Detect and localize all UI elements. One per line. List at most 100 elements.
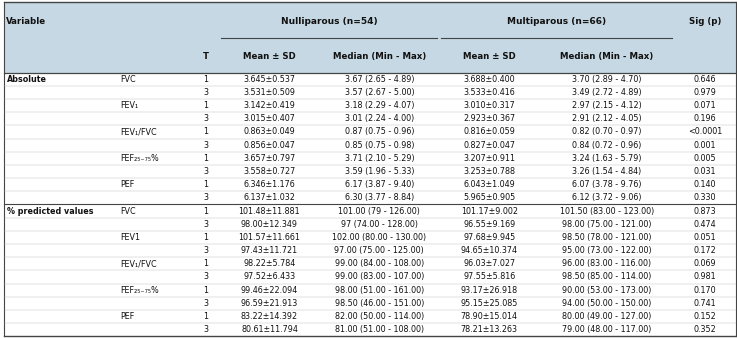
Text: 6.12 (3.72 - 9.06): 6.12 (3.72 - 9.06) xyxy=(572,193,641,202)
Text: 101.50 (83.00 - 123.00): 101.50 (83.00 - 123.00) xyxy=(559,207,654,216)
Text: 3.70 (2.89 - 4.70): 3.70 (2.89 - 4.70) xyxy=(572,75,641,84)
Text: 6.043±1.049: 6.043±1.049 xyxy=(464,180,515,189)
Text: 0.031: 0.031 xyxy=(694,167,716,176)
Text: 78.90±15.014: 78.90±15.014 xyxy=(461,312,517,321)
Text: Variable: Variable xyxy=(6,17,46,26)
Text: 3: 3 xyxy=(203,325,208,334)
Text: 81.00 (51.00 - 108.00): 81.00 (51.00 - 108.00) xyxy=(335,325,424,334)
Text: 97.68±9.945: 97.68±9.945 xyxy=(463,233,515,242)
Text: PEF: PEF xyxy=(120,312,134,321)
Text: 98.00 (51.00 - 161.00): 98.00 (51.00 - 161.00) xyxy=(335,286,424,295)
Text: FEV₁/FVC: FEV₁/FVC xyxy=(120,127,157,137)
Text: 101.17±9.002: 101.17±9.002 xyxy=(461,207,517,216)
Text: 3.207±0.911: 3.207±0.911 xyxy=(464,154,515,163)
Text: 93.17±26.918: 93.17±26.918 xyxy=(461,286,518,295)
Text: 1: 1 xyxy=(203,233,208,242)
Text: 96.59±21.913: 96.59±21.913 xyxy=(241,299,298,308)
Text: 99.46±22.094: 99.46±22.094 xyxy=(241,286,298,295)
Text: 1: 1 xyxy=(203,180,208,189)
Text: 98.50 (46.00 - 151.00): 98.50 (46.00 - 151.00) xyxy=(335,299,424,308)
Text: 0.170: 0.170 xyxy=(694,286,716,295)
Text: 3: 3 xyxy=(203,141,208,150)
Text: Median (Min - Max): Median (Min - Max) xyxy=(560,52,653,61)
Text: 98.00±12.349: 98.00±12.349 xyxy=(241,220,298,229)
Text: 0.82 (0.70 - 0.97): 0.82 (0.70 - 0.97) xyxy=(572,127,641,137)
Text: 1: 1 xyxy=(203,207,208,216)
Text: 95.15±25.085: 95.15±25.085 xyxy=(461,299,518,308)
Bar xyxy=(4,73,736,336)
Text: Mean ± SD: Mean ± SD xyxy=(463,52,516,61)
Text: Nulliparous (n=54): Nulliparous (n=54) xyxy=(281,17,377,26)
Text: 94.00 (50.00 - 150.00): 94.00 (50.00 - 150.00) xyxy=(562,299,652,308)
Text: 3: 3 xyxy=(203,167,208,176)
Text: 3: 3 xyxy=(203,220,208,229)
Text: 6.17 (3.87 - 9.40): 6.17 (3.87 - 9.40) xyxy=(345,180,414,189)
Text: 3.59 (1.96 - 5.33): 3.59 (1.96 - 5.33) xyxy=(345,167,414,176)
Text: 98.50 (85.00 - 114.00): 98.50 (85.00 - 114.00) xyxy=(562,272,652,282)
Text: Median (Min - Max): Median (Min - Max) xyxy=(332,52,426,61)
Text: 97.00 (75.00 - 125.00): 97.00 (75.00 - 125.00) xyxy=(335,246,425,255)
Text: 0.352: 0.352 xyxy=(694,325,716,334)
Text: 3: 3 xyxy=(203,88,208,97)
Text: 3.01 (2.24 - 4.00): 3.01 (2.24 - 4.00) xyxy=(345,114,414,123)
Text: 0.84 (0.72 - 0.96): 0.84 (0.72 - 0.96) xyxy=(572,141,641,150)
Text: 97.52±6.433: 97.52±6.433 xyxy=(243,272,296,282)
Text: 96.03±7.027: 96.03±7.027 xyxy=(463,259,515,268)
Text: 0.979: 0.979 xyxy=(694,88,716,97)
Text: 0.051: 0.051 xyxy=(694,233,716,242)
Text: 0.827±0.047: 0.827±0.047 xyxy=(464,141,515,150)
Text: 2.923±0.367: 2.923±0.367 xyxy=(463,114,515,123)
Text: 101.57±11.661: 101.57±11.661 xyxy=(239,233,301,242)
Text: FVC: FVC xyxy=(120,207,136,216)
Text: 0.005: 0.005 xyxy=(694,154,716,163)
Text: 95.00 (73.00 - 122.00): 95.00 (73.00 - 122.00) xyxy=(562,246,652,255)
Text: 82.00 (50.00 - 114.00): 82.00 (50.00 - 114.00) xyxy=(335,312,424,321)
Text: 5.965±0.905: 5.965±0.905 xyxy=(463,193,515,202)
Text: 6.346±1.176: 6.346±1.176 xyxy=(244,180,296,189)
Text: 0.816±0.059: 0.816±0.059 xyxy=(464,127,515,137)
Text: 90.00 (53.00 - 173.00): 90.00 (53.00 - 173.00) xyxy=(562,286,652,295)
Text: 0.646: 0.646 xyxy=(694,75,716,84)
Text: 6.137±1.032: 6.137±1.032 xyxy=(243,193,296,202)
Text: 98.22±5.784: 98.22±5.784 xyxy=(243,259,296,268)
Text: 1: 1 xyxy=(203,312,208,321)
Text: 3: 3 xyxy=(203,299,208,308)
Text: 3.18 (2.29 - 4.07): 3.18 (2.29 - 4.07) xyxy=(345,101,414,110)
Text: 0.196: 0.196 xyxy=(694,114,716,123)
Text: % predicted values: % predicted values xyxy=(7,207,93,216)
Text: 3.015±0.407: 3.015±0.407 xyxy=(243,114,296,123)
Text: 0.85 (0.75 - 0.98): 0.85 (0.75 - 0.98) xyxy=(345,141,414,150)
Text: 0.863±0.049: 0.863±0.049 xyxy=(244,127,296,137)
Text: 6.30 (3.77 - 8.84): 6.30 (3.77 - 8.84) xyxy=(345,193,414,202)
Bar xyxy=(4,2,736,73)
Text: <0.0001: <0.0001 xyxy=(688,127,722,137)
Text: 0.152: 0.152 xyxy=(694,312,716,321)
Text: FEF₂₅₋₇₅%: FEF₂₅₋₇₅% xyxy=(120,154,159,163)
Text: 101.00 (79 - 126.00): 101.00 (79 - 126.00) xyxy=(338,207,420,216)
Text: 3.26 (1.54 - 4.84): 3.26 (1.54 - 4.84) xyxy=(572,167,641,176)
Text: 3.657±0.797: 3.657±0.797 xyxy=(243,154,296,163)
Text: 0.474: 0.474 xyxy=(694,220,716,229)
Text: 1: 1 xyxy=(203,101,208,110)
Text: Multiparous (n=66): Multiparous (n=66) xyxy=(506,17,606,26)
Text: 3.49 (2.72 - 4.89): 3.49 (2.72 - 4.89) xyxy=(572,88,641,97)
Text: 3.531±0.509: 3.531±0.509 xyxy=(243,88,296,97)
Text: 3.67 (2.65 - 4.89): 3.67 (2.65 - 4.89) xyxy=(345,75,414,84)
Text: 3: 3 xyxy=(203,246,208,255)
Text: 3.010±0.317: 3.010±0.317 xyxy=(464,101,515,110)
Text: 2.97 (2.15 - 4.12): 2.97 (2.15 - 4.12) xyxy=(572,101,642,110)
Text: 102.00 (80.00 - 130.00): 102.00 (80.00 - 130.00) xyxy=(332,233,427,242)
Text: 3.71 (2.10 - 5.29): 3.71 (2.10 - 5.29) xyxy=(344,154,414,163)
Text: 0.172: 0.172 xyxy=(694,246,716,255)
Text: 1: 1 xyxy=(203,286,208,295)
Text: 0.741: 0.741 xyxy=(694,299,716,308)
Text: 1: 1 xyxy=(203,154,208,163)
Text: 0.069: 0.069 xyxy=(694,259,716,268)
Text: 1: 1 xyxy=(203,75,208,84)
Text: 99.00 (84.00 - 108.00): 99.00 (84.00 - 108.00) xyxy=(335,259,424,268)
Text: 80.00 (49.00 - 127.00): 80.00 (49.00 - 127.00) xyxy=(562,312,652,321)
Text: 3.558±0.727: 3.558±0.727 xyxy=(243,167,296,176)
Text: 94.65±10.374: 94.65±10.374 xyxy=(461,246,517,255)
Text: T: T xyxy=(203,52,209,61)
Text: 0.87 (0.75 - 0.96): 0.87 (0.75 - 0.96) xyxy=(345,127,414,137)
